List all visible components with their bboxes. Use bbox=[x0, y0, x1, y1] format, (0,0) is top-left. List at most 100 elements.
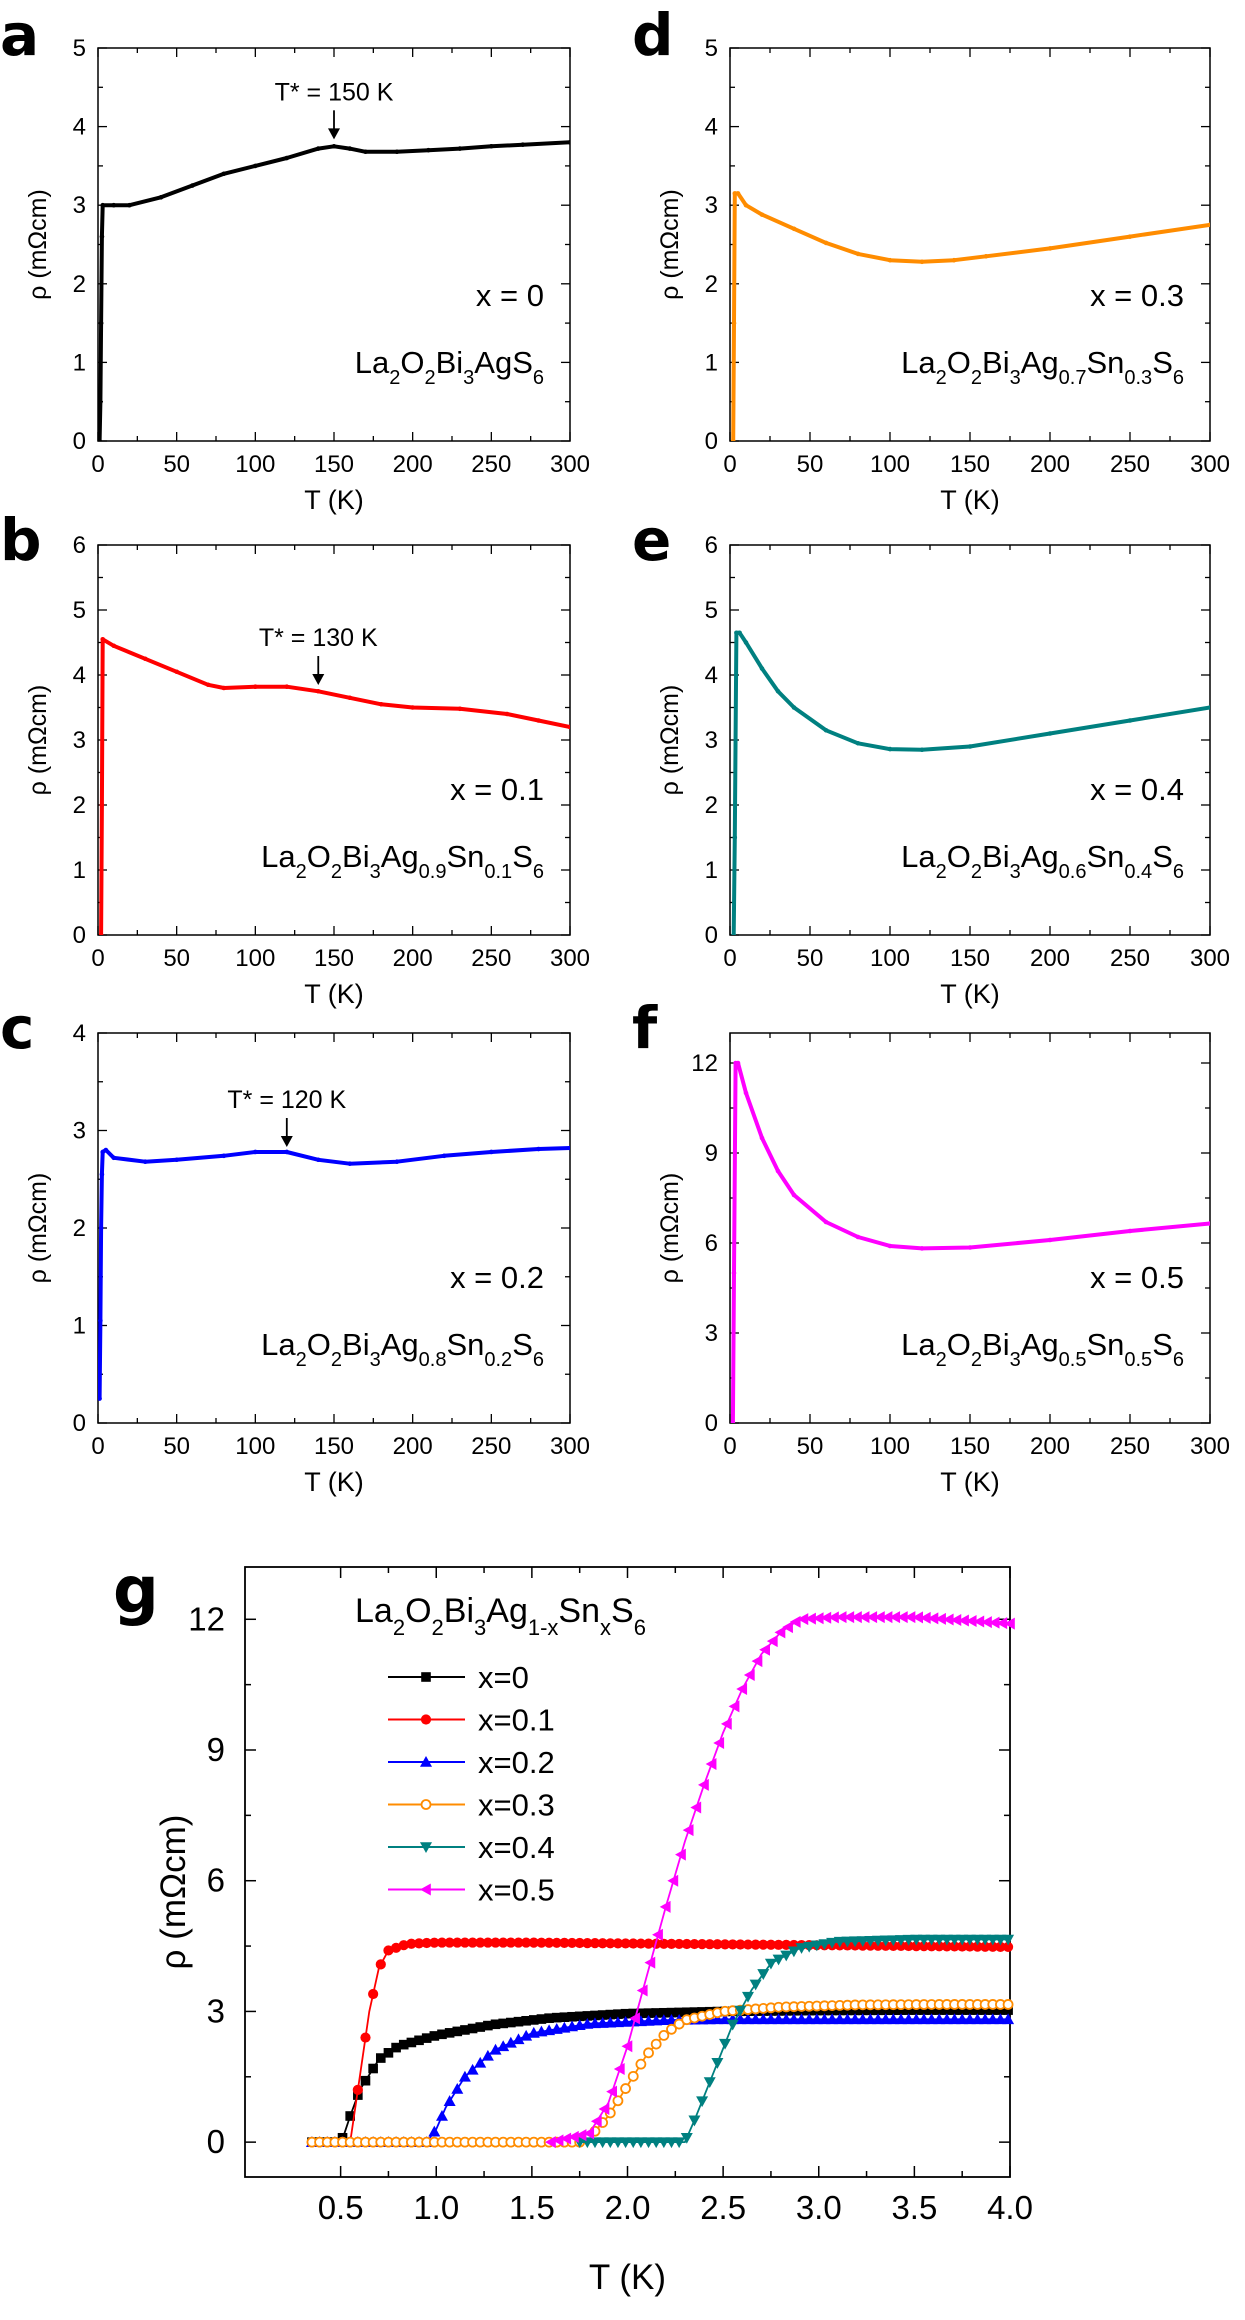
marker-square bbox=[942, 2005, 952, 2015]
tstar-annotation: T* = 150 K bbox=[275, 78, 394, 106]
marker-triangle-down bbox=[948, 1934, 961, 1946]
marker-triangle-left bbox=[743, 1669, 755, 1682]
marker-circle bbox=[620, 1938, 631, 1949]
formula-part: 0.8 bbox=[419, 1349, 447, 1371]
marker-circle bbox=[628, 1938, 639, 1949]
marker-square bbox=[513, 2016, 524, 2027]
marker-triangle-up bbox=[711, 2013, 724, 2025]
formula-part: 3 bbox=[370, 861, 381, 883]
formula-part: Bi bbox=[436, 345, 464, 380]
marker-square bbox=[460, 2025, 470, 2035]
data-point bbox=[759, 212, 765, 217]
marker-triangle-up bbox=[443, 2095, 456, 2106]
marker-square bbox=[987, 2005, 998, 2015]
marker-triangle-left bbox=[965, 1615, 977, 1628]
formula-part: 3 bbox=[463, 367, 474, 389]
marker-triangle-left bbox=[698, 1778, 709, 1791]
marker-circle-open bbox=[658, 2029, 670, 2041]
y-tick-label: 1 bbox=[705, 857, 718, 884]
series-x=0.4 bbox=[573, 1934, 1015, 2149]
marker-circle bbox=[918, 1941, 930, 1952]
marker-triangle-down bbox=[917, 1934, 930, 1946]
marker-circle bbox=[742, 1939, 754, 1950]
panel-f: 0 50 100 150 200 250 300 0 3 6 9 12 T (K) ρ (mΩcm) f x … bbox=[632, 994, 1230, 1497]
marker-circle bbox=[444, 1937, 455, 1948]
marker-triangle-down bbox=[956, 1934, 969, 1946]
formula-part: 0.7 bbox=[1059, 367, 1087, 389]
formula-label: La2O2Bi3Ag0.6Sn0.4S6 bbox=[901, 839, 1184, 883]
data-point bbox=[730, 438, 736, 441]
formula-part: Ag bbox=[474, 345, 512, 380]
data-point bbox=[457, 706, 463, 712]
y-tick-label: 2 bbox=[73, 271, 86, 298]
marker-triangle-down bbox=[994, 1934, 1007, 1946]
marker-square bbox=[375, 2053, 386, 2063]
y-tick-label: 3 bbox=[705, 192, 718, 219]
marker-triangle-left bbox=[675, 1848, 686, 1861]
x-tick-label: 1.0 bbox=[413, 2189, 459, 2226]
marker-square bbox=[949, 2005, 960, 2015]
marker-circle bbox=[735, 1939, 746, 1950]
marker-triangle-left bbox=[705, 1757, 717, 1770]
y-tick-label: 4 bbox=[73, 1020, 86, 1047]
marker-triangle-left bbox=[981, 1616, 992, 1629]
formula-part: 3 bbox=[474, 1615, 486, 1640]
y-tick-label: 1 bbox=[705, 349, 718, 376]
formula-part: Bi bbox=[982, 345, 1010, 380]
data-point bbox=[99, 1172, 105, 1177]
formula-part: Sn bbox=[1086, 839, 1124, 874]
marker-triangle-left bbox=[590, 2115, 602, 2128]
y-tick-label: 1 bbox=[73, 857, 86, 884]
marker-square bbox=[421, 1672, 431, 1682]
marker-circle-open bbox=[612, 2095, 624, 2107]
marker-square bbox=[643, 2008, 654, 2018]
marker-triangle-down bbox=[650, 2137, 663, 2149]
marker-triangle-left bbox=[652, 1928, 663, 1941]
formula-part: Sn bbox=[446, 1327, 484, 1362]
marker-circle bbox=[727, 1939, 738, 1950]
marker-square bbox=[972, 2005, 983, 2015]
composition-x-label: x = 0.1 bbox=[450, 772, 544, 807]
marker-square bbox=[919, 2005, 929, 2015]
x-tick-label: 100 bbox=[235, 1433, 275, 1460]
data-point bbox=[855, 740, 861, 746]
marker-triangle-down bbox=[818, 1939, 831, 1951]
series-line bbox=[579, 1938, 1010, 2143]
data-point bbox=[732, 191, 738, 196]
marker-triangle-up bbox=[803, 2013, 816, 2025]
data-point bbox=[99, 802, 105, 808]
x-axis-label: T (K) bbox=[304, 979, 364, 1009]
formula-part: 6 bbox=[533, 861, 544, 883]
y-tick-label: 12 bbox=[188, 1600, 225, 1637]
marker-square bbox=[934, 2005, 945, 2015]
marker-triangle-left bbox=[759, 1643, 770, 1656]
data-point bbox=[394, 149, 400, 155]
marker-circle bbox=[420, 1714, 432, 1725]
marker-triangle-down bbox=[971, 1934, 984, 1946]
marker-triangle-left bbox=[560, 2132, 572, 2145]
tstar-annotation: T* = 130 K bbox=[259, 624, 378, 652]
marker-triangle-left bbox=[613, 2062, 625, 2075]
marker-square bbox=[536, 2014, 547, 2024]
x-tick-label: 100 bbox=[870, 945, 910, 972]
marker-square bbox=[452, 2026, 463, 2037]
marker-square bbox=[551, 2012, 562, 2023]
marker-triangle-down bbox=[711, 2058, 724, 2069]
x-tick-label: 250 bbox=[471, 451, 511, 478]
data-point bbox=[127, 202, 132, 208]
marker-square bbox=[590, 2010, 600, 2021]
marker-triangle-down bbox=[657, 2137, 670, 2149]
x-tick-label: 200 bbox=[393, 1433, 433, 1460]
formula-part: O bbox=[947, 839, 971, 874]
marker-circle bbox=[360, 2032, 371, 2043]
arrow-head bbox=[328, 128, 340, 140]
series-x=0.2 bbox=[305, 2013, 1015, 2147]
marker-square bbox=[467, 2023, 478, 2034]
y-tick-label: 6 bbox=[73, 532, 86, 559]
marker-square bbox=[360, 2075, 371, 2086]
marker-triangle-down bbox=[673, 2137, 686, 2149]
marker-triangle-down bbox=[872, 1935, 885, 1947]
marker-triangle-left bbox=[766, 1635, 778, 1648]
marker-circle-open bbox=[650, 2038, 662, 2050]
y-axis-label: ρ (mΩcm) bbox=[24, 685, 52, 796]
